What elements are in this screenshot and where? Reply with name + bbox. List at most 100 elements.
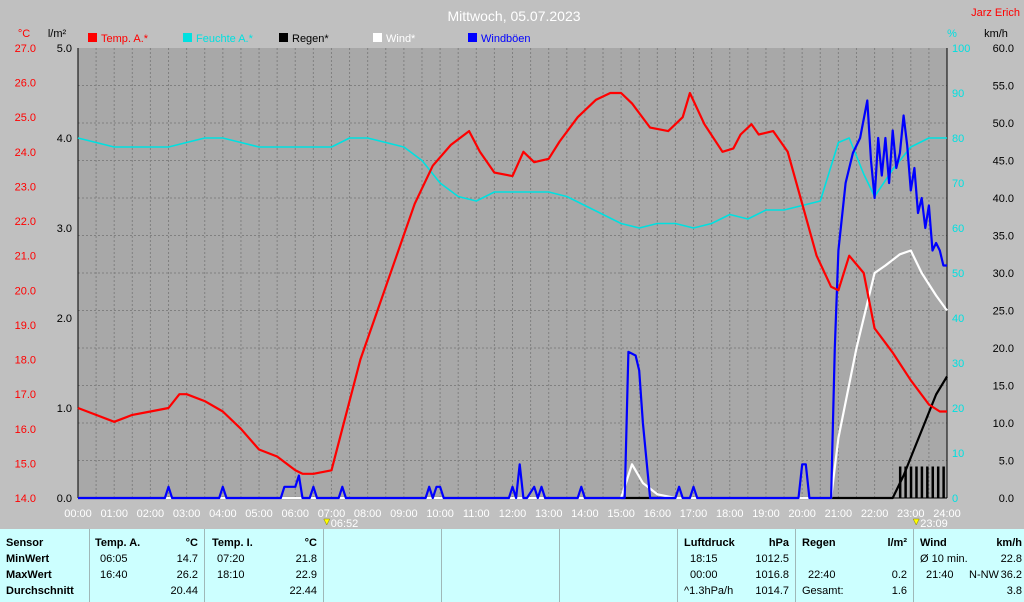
humidity-tick-label: 10	[952, 448, 964, 460]
rain-max-val: 0.2	[891, 569, 907, 581]
rain-bar	[909, 466, 913, 498]
pressure-trend: ^1.3hPa/h	[684, 585, 734, 597]
wind-tick-label: 55.0	[993, 81, 1014, 93]
sunset-icon	[912, 518, 920, 526]
temp-i-min-val: 21.8	[295, 553, 317, 565]
temp-tick-label: 25.0	[15, 112, 36, 124]
x-tick-label: 09:00	[390, 508, 418, 520]
wind-tick-label: 50.0	[993, 118, 1014, 130]
sunset-label: 23:09	[920, 518, 948, 529]
humidity-tick-label: 100	[952, 43, 970, 55]
wind-tick-label: 10.0	[993, 418, 1014, 430]
temp-a-min-time: 06:05	[100, 553, 128, 565]
legend-swatch-wind	[373, 33, 382, 42]
rain-max-time: 22:40	[808, 569, 836, 581]
temp-a-avg: 20.44	[170, 585, 198, 597]
wind-unit: km/h	[996, 537, 1022, 549]
statistics-table: Sensor MinWert MaxWert Durchschnitt Temp…	[0, 529, 1024, 602]
temp-i-min-time: 07:20	[217, 553, 245, 565]
sensor-header: Sensor	[6, 537, 44, 549]
x-tick-label: 03:00	[173, 508, 201, 520]
x-tick-label: 13:00	[535, 508, 563, 520]
wind-tick-label: 20.0	[993, 343, 1014, 355]
legend: Temp. A.* Feuchte A.* Regen* Wind* Windb…	[88, 33, 531, 45]
wind-tick-label: 40.0	[993, 193, 1014, 205]
temp-unit-label: °C	[18, 28, 30, 40]
col-temp-a: Temp. A. °C 06:05 14.7 16:40 26.2 20.44	[90, 529, 205, 602]
temp-a-max-val: 26.2	[176, 569, 198, 581]
x-tick-label: 14:00	[571, 508, 599, 520]
temp-tick-label: 18.0	[15, 355, 36, 367]
temp-tick-label: 24.0	[15, 147, 36, 159]
humidity-tick-label: 50	[952, 268, 964, 280]
x-tick-label: 10:00	[426, 508, 454, 520]
rain-bar	[926, 466, 929, 498]
sunrise-label: 06:52	[331, 518, 359, 529]
pressure-max-time: 00:00	[690, 569, 718, 581]
series-line-wind	[78, 249, 948, 500]
x-tick-label: 00:00	[64, 508, 92, 520]
legend-swatch-gusts	[468, 33, 477, 42]
pressure-header: Luftdruck	[684, 537, 735, 549]
x-tick-label: 01:00	[100, 508, 128, 520]
sunrise-icon	[323, 518, 331, 526]
wind-avg-label: Ø 10 min.	[920, 553, 968, 565]
series-line-rain	[78, 375, 948, 500]
col-temp-i: Temp. I. °C 07:20 21.8 18:10 22.9 22.44	[205, 529, 324, 602]
legend-swatch-humidity	[183, 33, 192, 42]
legend-wind: Wind*	[386, 33, 416, 45]
x-tick-label: 08:00	[354, 508, 382, 520]
temp-tick-label: 26.0	[15, 78, 36, 90]
rain-tick-label: 4.0	[57, 133, 72, 145]
legend-humidity: Feuchte A.*	[196, 33, 254, 45]
x-tick-label: 04:00	[209, 508, 237, 520]
col-empty-2	[442, 529, 560, 602]
pressure-avg: 1014.7	[755, 585, 789, 597]
rain-bar	[936, 466, 940, 498]
temp-tick-label: 22.0	[15, 216, 36, 228]
rain-tick-label: 5.0	[57, 43, 72, 55]
x-tick-label: 17:00	[680, 508, 708, 520]
wind-avg-val: 22.8	[1000, 553, 1022, 565]
legend-swatch-rain	[279, 33, 288, 42]
temp-tick-label: 14.0	[15, 493, 36, 505]
wind-tick-label: 25.0	[993, 306, 1014, 318]
rain-bar	[904, 466, 907, 498]
temp-tick-label: 15.0	[15, 458, 36, 470]
wind-tick-label: 0.0	[999, 493, 1014, 505]
temp-a-header: Temp. A.	[95, 537, 141, 549]
rain-tick-label: 1.0	[57, 403, 72, 415]
x-tick-label: 24:00	[933, 508, 961, 520]
rain-total-val: 1.6	[891, 585, 907, 597]
rain-header: Regen	[802, 537, 836, 549]
legend-swatch-temp	[88, 33, 97, 42]
humidity-tick-label: 40	[952, 313, 964, 325]
humidity-tick-label: 80	[952, 133, 964, 145]
grid	[78, 48, 947, 498]
x-tick-label: 23:00	[897, 508, 925, 520]
wind-day-avg: 3.8	[1006, 585, 1022, 597]
x-tick-label: 21:00	[825, 508, 853, 520]
wind-header: Wind	[920, 537, 947, 549]
series-line-humidity	[77, 137, 947, 229]
x-tick-label: 16:00	[644, 508, 672, 520]
humidity-tick-label: 20	[952, 403, 964, 415]
wind-max-val: 36.2	[1000, 569, 1022, 581]
x-tick-label: 05:00	[245, 508, 273, 520]
series-group	[77, 91, 948, 500]
col-sensor: Sensor MinWert MaxWert Durchschnitt	[0, 529, 90, 602]
row-label-avg: Durchschnitt	[6, 585, 74, 597]
row-label-max: MaxWert	[6, 569, 52, 581]
temp-tick-label: 17.0	[15, 389, 36, 401]
rain-bar	[920, 466, 924, 498]
wind-max-dir: N-NW	[969, 569, 999, 581]
temp-tick-label: 20.0	[15, 285, 36, 297]
temp-tick-label: 27.0	[15, 43, 36, 55]
x-tick-label: 22:00	[861, 508, 889, 520]
wind-tick-label: 5.0	[999, 456, 1014, 468]
wind-max-time: 21:40	[926, 569, 954, 581]
row-label-min: MinWert	[6, 553, 50, 565]
rain-unit: l/m²	[887, 537, 907, 549]
rain-unit-label: l/m²	[48, 28, 67, 40]
temp-a-min-val: 14.7	[176, 553, 198, 565]
